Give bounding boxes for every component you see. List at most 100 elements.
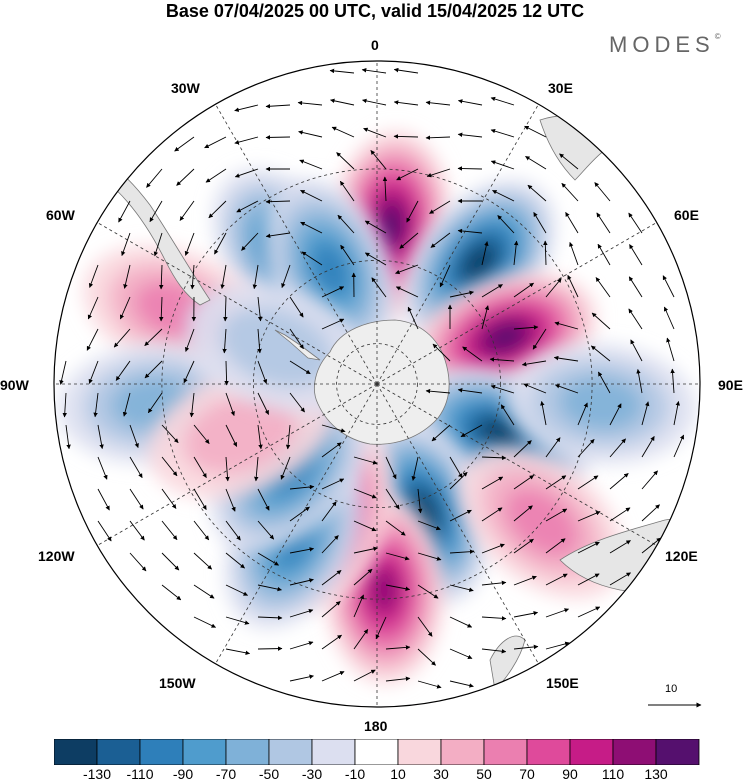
wind-vector [490,160,515,170]
wind-vector [527,184,547,202]
wind-vector [492,189,515,202]
wind-vector [553,355,579,362]
wind-vector [353,568,373,586]
map-border [53,60,701,708]
colorbar [54,739,700,765]
wind-vector [225,616,250,625]
wind-vector [543,240,548,266]
wind-vector [490,384,515,394]
colorbar-swatch [483,739,528,765]
wind-vector [265,104,291,109]
lon-label-120e: 120E [665,548,698,564]
wind-vector [561,182,579,202]
colorbar-swatch [655,739,700,765]
wind-vector [289,608,314,618]
wind-vector [353,520,377,532]
wind-vector [425,388,451,394]
wind-vector [481,305,490,330]
wind-vector [609,473,629,490]
wind-vector [641,504,660,522]
wind-vector [321,634,342,650]
wind-vector [663,306,675,330]
wind-vector [189,392,195,418]
wind-vector [426,168,451,178]
wind-vector [161,488,177,509]
wind-vector [257,552,279,566]
wind-vector [641,436,655,458]
wind-vector [554,321,579,330]
south-america [104,159,211,306]
wind-vector [481,476,504,490]
wind-vector [321,535,339,554]
wind-vector [97,520,112,542]
wind-vector [208,200,227,219]
colorbar-swatch [139,739,184,765]
wind-vector [214,232,227,255]
vector-scale-label: 10 [665,683,678,695]
wind-vector [609,572,631,586]
vector-scale-arrow [648,702,702,708]
wind-vector [513,240,519,266]
wind-vector [236,200,259,213]
wind-vector [113,328,131,348]
wind-vector [533,212,547,234]
brand-mark: © [714,32,721,41]
wind-vector [545,508,568,522]
wind-vector [88,264,99,288]
wind-vector [513,644,539,650]
wind-vector [119,296,131,320]
wind-vector [375,616,387,640]
wind-vector [385,584,411,591]
wind-vector [300,221,323,234]
wind-vector [524,125,547,138]
lon-label-150w: 150W [159,675,196,691]
wind-vector [430,232,451,248]
wind-vector [257,488,270,511]
wind-vector [590,345,611,362]
wind-vector [371,277,387,298]
wind-vector [406,200,419,223]
wind-vector [594,182,611,202]
wind-vector [289,328,304,350]
wind-vector [449,290,474,298]
wind-vector [161,584,182,601]
wind-vector [628,308,643,330]
colorbar-tick-label: 110 [601,766,625,782]
wind-vector [382,176,388,202]
wind-vector [144,328,163,347]
wind-vector [577,475,599,490]
wind-vector [513,575,537,586]
wind-vector [161,424,179,444]
wind-vector [321,478,345,490]
wind-vector [224,360,229,386]
wind-vector [673,434,685,458]
wind-vector [577,402,588,426]
wind-vector [204,136,227,149]
wind-vector [609,438,626,458]
wind-vector [609,403,622,426]
colorbar-tick-label: -10 [344,766,366,782]
wind-vector [577,606,601,618]
colorbar-swatch [354,739,399,765]
wind-vector [252,264,259,290]
wind-vector [395,264,419,275]
wind-vector [481,241,489,266]
wind-vector [159,296,164,322]
wind-vector [565,212,579,234]
wind-vector [481,580,507,586]
land-masses [104,115,697,691]
wind-vector [393,100,419,106]
latitude-circle [336,343,418,425]
wind-vector [399,232,419,249]
wind-vector [321,318,345,330]
wind-vector [457,166,483,171]
wind-vector [545,475,567,490]
wind-vector [532,328,547,350]
wind-vector [591,312,611,330]
wind-vector [289,547,315,554]
wind-vector [385,676,411,682]
wind-vector [385,488,400,510]
wind-vector [225,488,236,512]
wind-vector [364,220,387,234]
wind-vector [184,328,195,352]
